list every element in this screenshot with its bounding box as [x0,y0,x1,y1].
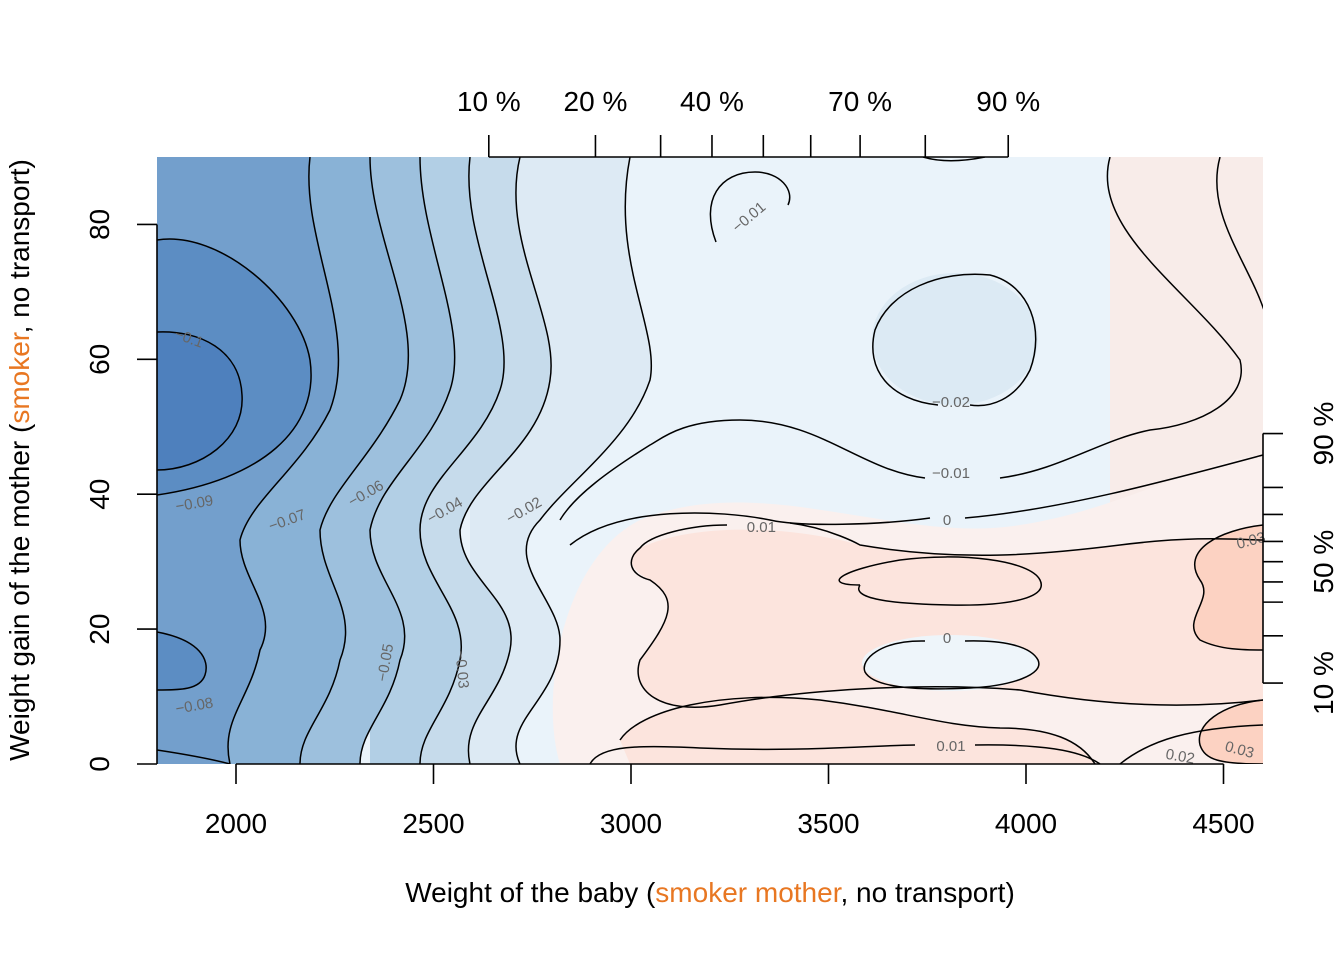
fill-core-peak [157,331,243,470]
x-axis-title-prefix: Weight of the baby ( [405,877,656,908]
contour-label: −0.03 [452,650,472,689]
y-tick-label: 0 [84,756,115,772]
contour-label: 0.03 [1235,529,1268,553]
fill-lightblue-small [862,635,1038,691]
y-tick-label: 20 [84,614,115,645]
contour-line [559,157,1243,521]
top-quantile-label: 90 % [976,86,1040,117]
y-axis-title-highlight: smoker [4,332,35,423]
axes-layer: 2000 2500 3000 3500 4000 4500 0 20 40 60 80 10 % 20 … [84,86,1339,839]
contour-label: −0.01 [932,465,970,482]
top-quantile-label: 10 % [457,86,521,117]
contour-line [863,640,1040,690]
contour-line [419,157,505,764]
contour-line [872,273,1037,407]
contour-label: −0.09 [174,492,214,515]
x-tick-label: 2000 [205,808,267,839]
contour-line [1198,699,1263,764]
contour-line [359,157,456,764]
contour-label: 0.01 [936,738,965,755]
x-axis-title: Weight of the baby (smoker mother, no tr… [405,877,1015,908]
y-axis-title-prefix: Weight gain of the mother ( [4,423,35,761]
contour-line [1193,524,1263,651]
contour-line [569,454,1263,546]
contour-line [709,171,791,243]
y-axis-title-suffix: , no transport) [4,159,35,333]
fill-lightblue-island [872,273,1038,405]
contour-line [157,331,243,471]
top-quantile-label: 70 % [828,86,892,117]
top-quantile-label: 40 % [680,86,744,117]
contour-line [157,238,312,496]
contour-line [515,157,652,764]
y-tick-label: 40 [84,479,115,510]
y-axis-title: Weight gain of the mother (smoker, no tr… [4,159,35,761]
x-tick-label: 3000 [600,808,662,839]
contour-line [459,157,552,764]
x-tick-label: 2500 [402,808,464,839]
contour-fill-layer [157,157,1263,764]
x-tick-label: 3500 [797,808,859,839]
contour-line [1216,157,1263,310]
contour-line-layer [157,157,1263,764]
contour-label: 0.03 [1223,738,1256,762]
fill-pink-blob-bottom [620,697,1095,764]
contour-label: −0.05 [374,643,397,683]
contour-line [299,157,410,764]
contour-label: 0 [943,630,951,647]
contour-label: −0.02 [932,394,970,411]
contour-line [227,157,340,764]
contour-label: 0.01 [747,519,776,536]
contour-line [789,522,1263,557]
titles-layer: Weight of the baby (smoker mother, no tr… [4,159,1015,908]
x-axis-title-highlight: smoker mother [655,877,841,908]
top-quantile-label: 20 % [564,86,628,117]
contour-line [630,524,1263,708]
contour-line [922,157,986,162]
x-axis-title-suffix: , no transport) [840,877,1014,908]
y-tick-label: 80 [84,209,115,240]
right-quantile-label: 90 % [1308,402,1339,466]
contour-line [838,556,1043,606]
right-quantile-label: 50 % [1308,530,1339,594]
fill-pink-blob-middle [631,529,1263,708]
fill-salmon-right [1193,525,1263,650]
contour-line [1119,724,1263,764]
x-tick-label: 4500 [1192,808,1254,839]
x-tick-label: 4000 [995,808,1057,839]
right-quantile-label: 10 % [1308,651,1339,715]
contour-line [589,744,1101,764]
contour-line [619,696,1096,764]
contour-label: 0.02 [1164,746,1196,768]
contour-line [157,631,207,691]
y-tick-label: 60 [84,344,115,375]
contour-label: −0.08 [174,694,214,717]
contour-label: 0 [943,512,951,529]
contour-line [157,749,231,764]
